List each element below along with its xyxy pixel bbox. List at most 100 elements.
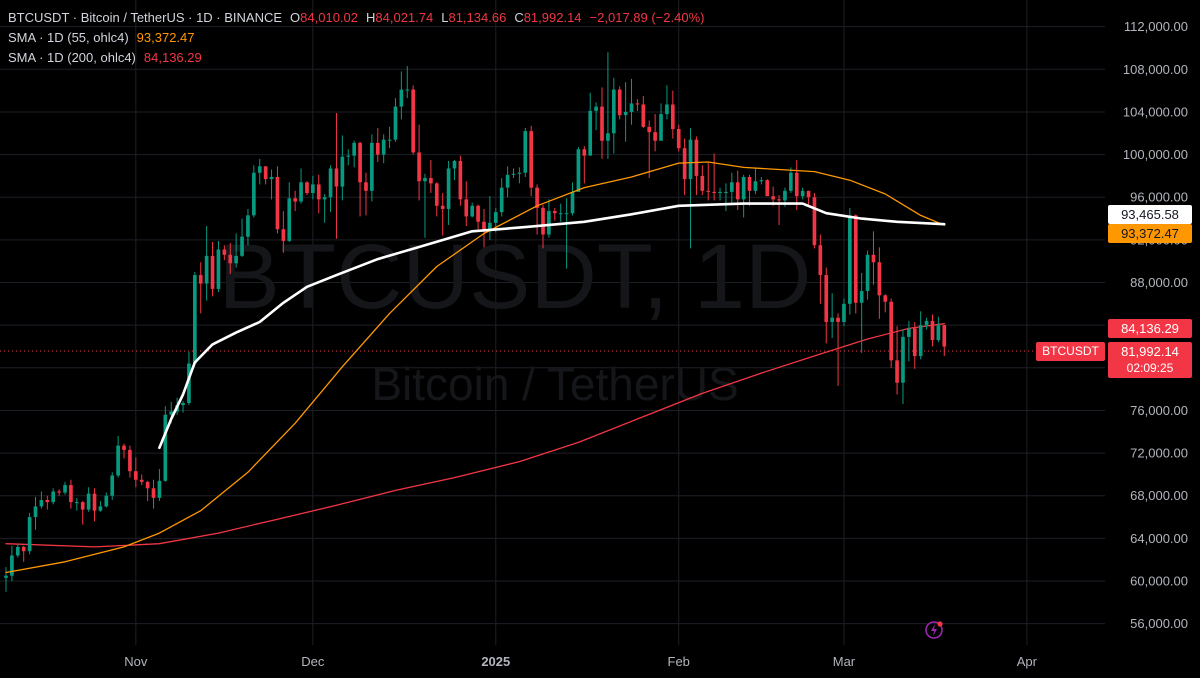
candle-body [653, 132, 657, 141]
candle-up [340, 135, 345, 201]
candle-body [399, 89, 404, 107]
x-tick-label: 2025 [481, 654, 510, 669]
legend-sma55-row[interactable]: SMA · 1D (55, ohlc4) 93,372.47 [8, 28, 704, 48]
candle-body [204, 255, 209, 284]
x-tick-label: Dec [301, 654, 325, 669]
candle-down [653, 114, 657, 152]
candle-body [346, 155, 351, 157]
candle-down [92, 488, 97, 522]
candle-down [210, 242, 215, 297]
candle-down [700, 165, 705, 196]
candle-body [570, 191, 575, 214]
candle-down [80, 501, 85, 525]
candle-down [57, 489, 61, 496]
candle-body [393, 106, 398, 140]
candle-body [635, 103, 640, 105]
candle-body [541, 207, 545, 235]
lightning-bolt-icon[interactable] [924, 620, 944, 640]
y-tick-label: 76,000.00 [1130, 403, 1188, 418]
candle-body [417, 152, 421, 182]
candle-body [682, 148, 687, 180]
candle-down [670, 90, 675, 139]
candle-body [434, 183, 439, 206]
candle-down [305, 181, 309, 196]
candle-body [381, 139, 386, 155]
candle-down [429, 159, 433, 193]
candle-up [576, 147, 581, 192]
legend-close-value: 81,992.14 [523, 10, 582, 25]
candle-body [493, 212, 498, 223]
candle-up [859, 272, 864, 353]
y-tick-label: 96,000.00 [1130, 190, 1188, 205]
candle-body [606, 133, 610, 141]
candle-body [27, 517, 32, 552]
candle-body [930, 320, 935, 341]
candle-body [806, 190, 811, 198]
candle-body [193, 275, 197, 364]
candle-up [665, 85, 669, 120]
candle-body [281, 229, 286, 241]
y-tick-label: 56,000.00 [1130, 616, 1188, 631]
price-axis[interactable]: 56,000.00 60,000.00 64,000.00 68,000.00 72,0… [1123, 19, 1188, 631]
candle-up [511, 168, 516, 179]
candle-body [228, 254, 233, 264]
candle-body [877, 262, 882, 296]
candle-up [517, 167, 522, 184]
legend-sma200-row[interactable]: SMA · 1D (200, ohlc4) 84,136.29 [8, 48, 704, 68]
x-tick-label: Feb [668, 654, 690, 669]
candle-body [198, 275, 203, 284]
candle-down [198, 262, 203, 314]
candle-up [848, 207, 852, 315]
legend-sma55-value: 93,372.47 [136, 30, 195, 45]
candle-down [930, 314, 935, 347]
candle-body [263, 166, 268, 180]
candle-body [4, 575, 8, 578]
candle-body [311, 184, 315, 193]
candle-down [464, 181, 469, 227]
candle-up [234, 233, 238, 268]
candle-down [228, 243, 233, 274]
candle-body [600, 106, 604, 141]
candle-body [328, 168, 333, 198]
candle-up [523, 127, 528, 177]
candle-body [210, 255, 215, 289]
candle-body [63, 485, 67, 493]
legend-high-value: 84,021.74 [375, 10, 434, 25]
candle-down [151, 479, 156, 509]
legend-low-label: L [441, 10, 449, 25]
candle-up [842, 298, 846, 327]
candle-up [181, 400, 185, 413]
candle-body [10, 555, 14, 576]
legend-open-value: 84,010.02 [300, 10, 358, 25]
candle-body [21, 546, 26, 552]
candle-up [688, 127, 693, 249]
candle-body [617, 89, 622, 116]
legend-ohlc-row: BTCUSDT · Bitcoin / TetherUS · 1D · BINA… [8, 8, 704, 28]
candle-body [924, 320, 929, 326]
candle-up [104, 492, 109, 508]
candle-up [753, 167, 758, 195]
candle-down [145, 480, 150, 502]
candle-body [458, 160, 463, 200]
legend-symbol[interactable]: BTCUSDT · Bitcoin / TetherUS · 1D · BINA… [8, 10, 283, 25]
candle-down [777, 195, 781, 225]
candle-up [558, 203, 563, 222]
candle-body [157, 480, 162, 498]
candle-body [499, 187, 504, 213]
candle-up [370, 134, 374, 202]
candle-up [759, 176, 764, 185]
candle-up [116, 436, 120, 478]
candle-down [69, 479, 73, 509]
candle-body [104, 495, 109, 507]
candle-body [86, 493, 91, 510]
candle-body [429, 178, 433, 184]
watermark: BTCUSDT, 1D Bitcoin / TetherUS [219, 226, 812, 410]
candle-body [535, 187, 539, 208]
candle-body [842, 303, 846, 322]
candle-body [676, 129, 681, 149]
candle-body [611, 89, 616, 134]
candle-up [405, 66, 410, 99]
time-axis[interactable]: Nov Dec 2025 Feb Mar Apr [124, 654, 1037, 669]
